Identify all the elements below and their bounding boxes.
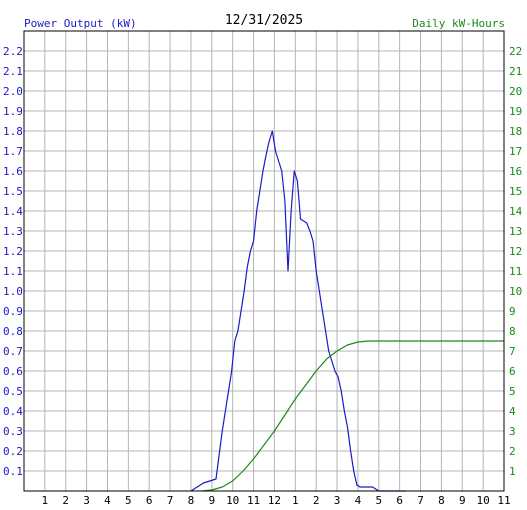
right-y-tick-label: 19 (509, 105, 522, 118)
right-y-tick-label: 20 (509, 85, 522, 98)
left-y-tick-label: 0.6 (3, 365, 23, 378)
x-tick-label: 10 (226, 494, 239, 507)
right-y-tick-label: 18 (509, 125, 522, 138)
left-y-tick-label: 0.2 (3, 445, 23, 458)
series-lines (190, 130, 504, 492)
left-y-tick-label: 1.2 (3, 245, 23, 258)
left-y-tick-label: 1.1 (3, 265, 23, 278)
right-y-tick-label: 7 (509, 345, 516, 358)
left-y-tick-label: 0.9 (3, 305, 23, 318)
right-axis-title: Daily kW-Hours (412, 17, 505, 30)
left-y-tick-label: 1.3 (3, 225, 23, 238)
right-y-tick-label: 13 (509, 225, 522, 238)
left-y-tick-label: 1.0 (3, 285, 23, 298)
left-y-tick-label: 1.9 (3, 105, 23, 118)
left-y-tick-label: 0.8 (3, 325, 23, 338)
left-y-tick-label: 0.4 (3, 405, 23, 418)
right-y-tick-label: 17 (509, 145, 522, 158)
x-tick-label: 1 (292, 494, 299, 507)
x-tick-label: 9 (459, 494, 466, 507)
left-y-tick-label: 1.7 (3, 145, 23, 158)
right-y-tick-label: 6 (509, 365, 516, 378)
x-tick-label: 12 (268, 494, 281, 507)
grid-lines (24, 31, 504, 491)
right-y-tick-label: 15 (509, 185, 522, 198)
right-y-tick-label: 21 (509, 65, 522, 78)
right-y-tick-label: 5 (509, 385, 516, 398)
x-tick-label: 11 (497, 494, 510, 507)
plot-frame (23, 30, 505, 492)
left-y-tick-labels: 0.1 0.2 0.3 0.4 0.5 0.6 0.7 0.8 0.9 1.0 1.1 1.2 1.3 1… (3, 45, 23, 478)
x-tick-label: 8 (438, 494, 445, 507)
right-y-tick-label: 1 (509, 465, 516, 478)
right-y-tick-label: 9 (509, 305, 516, 318)
left-y-tick-label: 0.7 (3, 345, 23, 358)
x-tick-label: 11 (247, 494, 260, 507)
left-y-tick-label: 1.6 (3, 165, 23, 178)
left-y-tick-label: 2.2 (3, 45, 23, 58)
left-y-tick-label: 0.5 (3, 385, 23, 398)
left-y-tick-label: 1.8 (3, 125, 23, 138)
x-tick-label: 5 (375, 494, 382, 507)
x-tick-label: 8 (188, 494, 195, 507)
right-y-tick-label: 2 (509, 445, 516, 458)
left-y-tick-label: 1.5 (3, 185, 23, 198)
left-y-tick-label: 0.3 (3, 425, 23, 438)
right-y-tick-label: 11 (509, 265, 522, 278)
x-tick-label: 4 (104, 494, 111, 507)
right-y-tick-label: 4 (509, 405, 516, 418)
right-y-tick-label: 12 (509, 245, 522, 258)
left-y-tick-label: 2.1 (3, 65, 23, 78)
right-y-tick-label: 3 (509, 425, 516, 438)
left-y-tick-label: 0.1 (3, 465, 23, 478)
right-y-tick-label: 22 (509, 45, 522, 58)
power-series-line (190, 130, 406, 492)
energy-series-line (201, 340, 504, 492)
x-tick-label: 7 (417, 494, 424, 507)
left-axis-title: Power Output (kW) (24, 17, 137, 30)
x-tick-label: 2 (62, 494, 69, 507)
x-tick-label: 6 (396, 494, 403, 507)
left-y-tick-label: 1.4 (3, 205, 23, 218)
x-tick-label: 9 (209, 494, 216, 507)
x-tick-label: 4 (355, 494, 362, 507)
x-tick-label: 10 (477, 494, 490, 507)
chart-title: 12/31/2025 (225, 13, 303, 28)
left-y-tick-label: 2.0 (3, 85, 23, 98)
x-tick-label: 3 (83, 494, 90, 507)
x-tick-labels: 1 2 3 4 5 6 7 8 9 10 11 12 1 2 3 4 5 6 7 8 9 10 11 (42, 494, 511, 507)
right-y-tick-label: 10 (509, 285, 522, 298)
x-tick-label: 1 (42, 494, 49, 507)
right-y-tick-label: 8 (509, 325, 516, 338)
x-tick-label: 5 (125, 494, 132, 507)
right-y-tick-label: 16 (509, 165, 522, 178)
right-y-tick-label: 14 (509, 205, 523, 218)
x-tick-label: 3 (334, 494, 341, 507)
x-tick-label: 2 (313, 494, 320, 507)
x-tick-label: 7 (167, 494, 174, 507)
x-tick-label: 6 (146, 494, 153, 507)
